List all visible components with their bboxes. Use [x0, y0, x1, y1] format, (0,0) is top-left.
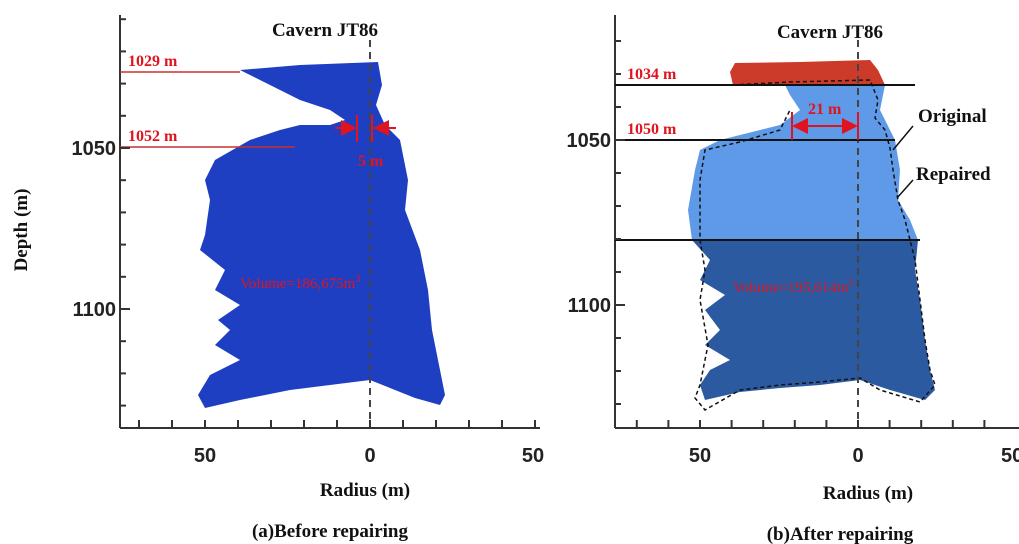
cavern-shape: [198, 62, 445, 408]
caption: (a)Before repairing: [252, 521, 409, 542]
x-axis-label: Radius (m): [823, 483, 913, 504]
cavern-repaired-mid: [688, 85, 918, 240]
volume-label: Volume=186,675m3: [240, 274, 360, 292]
x-tick-label: 0: [364, 445, 375, 467]
annotation: 1029 m: [128, 53, 178, 70]
x-tick-label: 0: [852, 445, 863, 467]
volume-sup: 3: [848, 278, 853, 289]
panel-title: Cavern JT86: [777, 22, 883, 43]
y-axis-label: Depth (m): [11, 189, 32, 272]
leader: [893, 126, 913, 150]
x-axis-label: Radius (m): [320, 480, 410, 501]
volume-text: Volume=195,614m: [733, 280, 849, 296]
annotation: Repaired: [916, 164, 991, 185]
annotation: 21 m: [808, 101, 842, 118]
y-tick-label: 1050: [72, 138, 117, 160]
annotation: 1034 m: [627, 66, 677, 83]
y-tick-label: 1100: [73, 299, 116, 321]
cavern-lower: [692, 240, 935, 400]
y-tick-label: 1100: [568, 295, 611, 317]
x-tick-label: 50: [1001, 445, 1019, 467]
volume-sup: 3: [355, 274, 360, 285]
panel-a: Cavern JT86 1029 m 1052 m 5 m Volume=186…: [72, 15, 545, 542]
volume-label: Volume=195,614m3: [733, 278, 853, 296]
panel-title: Cavern JT86: [272, 20, 378, 41]
x-tick-label: 50: [194, 445, 216, 467]
annotation: 1050 m: [627, 121, 677, 138]
figure: Cavern JT86 1029 m 1052 m 5 m Volume=186…: [0, 0, 1019, 544]
annotation: 1052 m: [128, 128, 178, 145]
x-tick-label: 50: [689, 445, 711, 467]
y-tick-label: 1050: [567, 130, 612, 152]
volume-text: Volume=186,675m: [240, 276, 356, 292]
cavern-repaired-top: [730, 60, 885, 85]
annotation: 5 m: [358, 153, 384, 170]
x-tick-label: 50: [522, 445, 544, 467]
annotation: Original: [918, 106, 987, 127]
leader: [897, 180, 913, 198]
panel-b: Cavern JT86 1034 m 1050 m 21 m Original …: [567, 15, 1019, 544]
caption: (b)After repairing: [767, 524, 914, 544]
